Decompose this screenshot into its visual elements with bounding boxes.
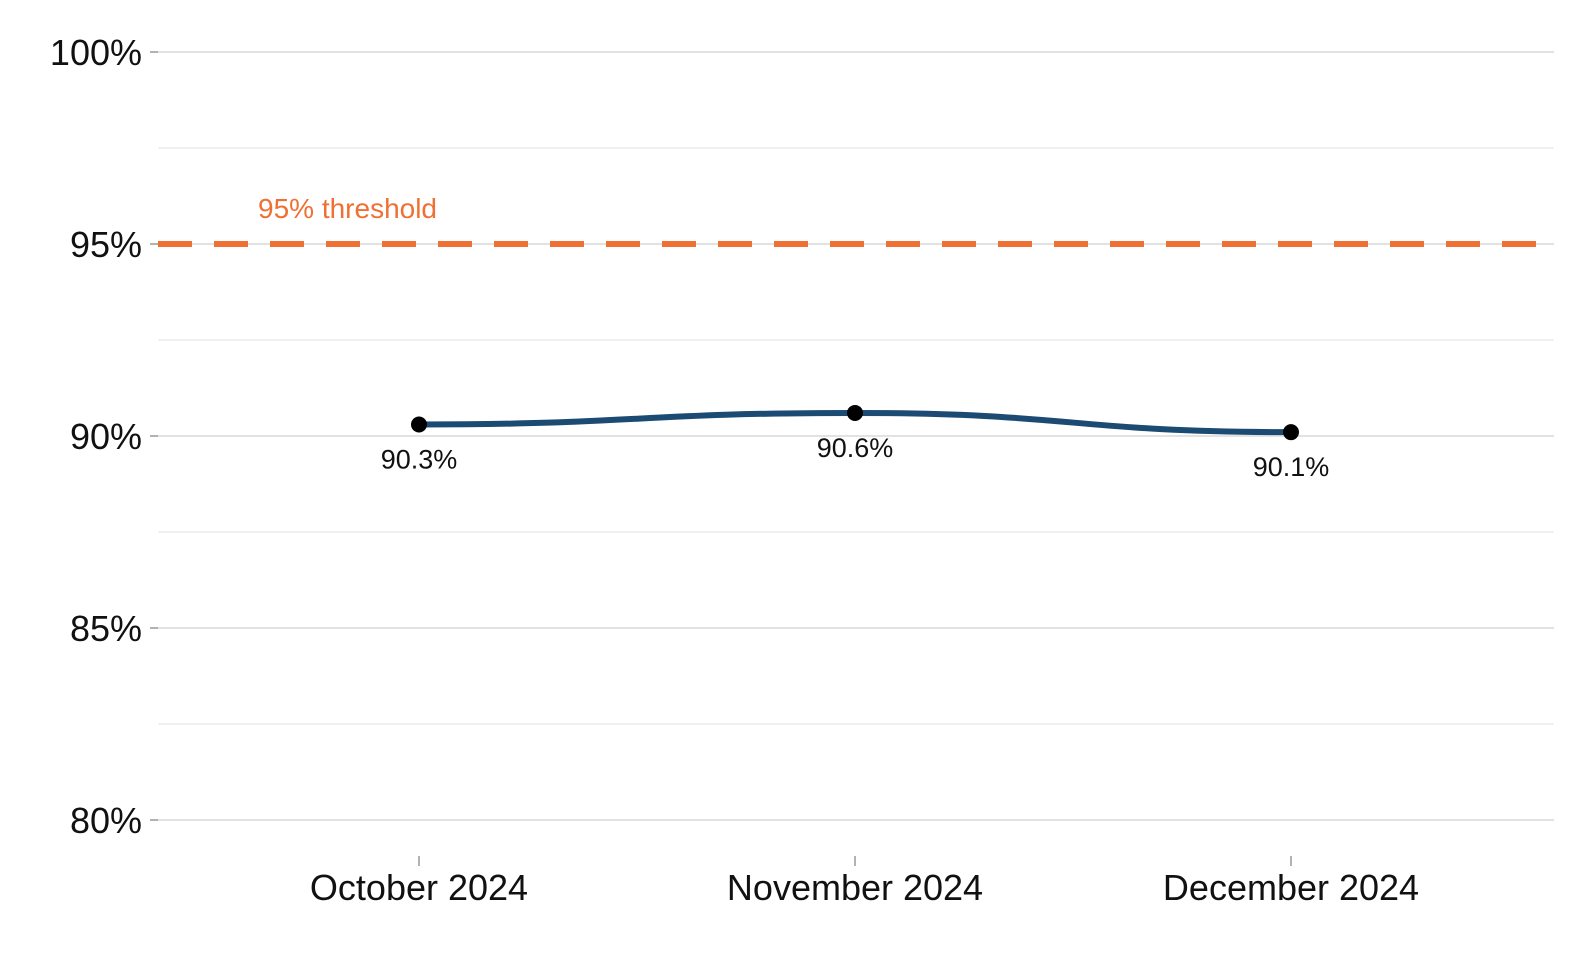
gridlines: [158, 51, 1554, 821]
x-tick-label: December 2024: [1163, 867, 1419, 908]
data-point: [847, 404, 863, 421]
y-tick-label: 85%: [70, 608, 142, 649]
y-tick-label: 90%: [70, 416, 142, 457]
y-tick-label: 80%: [70, 800, 142, 841]
x-tick-label: November 2024: [727, 867, 983, 908]
data-label: 90.6%: [817, 433, 894, 463]
y-tick-label: 100%: [50, 32, 142, 73]
data-point: [1283, 424, 1299, 441]
series-layer: [411, 404, 1299, 441]
axes: 80% 85% 90% 95% 100% October 2024 November 202…: [50, 32, 1419, 908]
threshold-label: 95% threshold: [258, 193, 437, 224]
data-labels: 90.3% 90.6% 90.1%: [381, 433, 1330, 482]
data-label: 90.3%: [381, 444, 458, 474]
x-tick-label: October 2024: [310, 867, 528, 908]
data-label: 90.1%: [1253, 452, 1330, 482]
threshold-layer: 95% threshold: [158, 193, 1554, 247]
y-tick-label: 95%: [70, 224, 142, 265]
data-point: [411, 416, 427, 433]
